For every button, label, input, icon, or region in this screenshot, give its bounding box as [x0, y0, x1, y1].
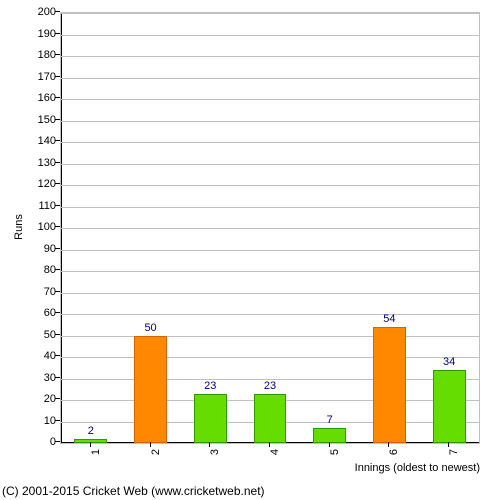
ytick-mark: [55, 205, 60, 206]
ytick-label: 60: [44, 307, 56, 319]
ytick-mark: [55, 183, 60, 184]
ytick-label: 10: [44, 415, 56, 427]
gridline: [61, 207, 479, 208]
bar: [194, 394, 227, 443]
ytick-mark: [55, 119, 60, 120]
bar-value-label: 7: [327, 414, 333, 426]
ytick-mark: [55, 420, 60, 421]
ytick-mark: [55, 248, 60, 249]
gridline: [61, 185, 479, 186]
bar-value-label: 23: [264, 380, 276, 392]
xtick-label: 2: [150, 449, 162, 455]
ytick-label: 70: [44, 286, 56, 298]
xtick-mark: [448, 442, 449, 447]
gridline: [61, 56, 479, 57]
ytick-label: 30: [44, 372, 56, 384]
ytick-label: 100: [38, 221, 56, 233]
gridline: [61, 357, 479, 358]
gridline: [61, 314, 479, 315]
y-axis-title: Runs: [13, 214, 25, 240]
xtick-label: 6: [388, 449, 400, 455]
chart-container: 250232375434 010203040506070809010011012…: [0, 0, 500, 500]
ytick-mark: [55, 97, 60, 98]
xtick-mark: [388, 442, 389, 447]
ytick-label: 80: [44, 264, 56, 276]
xtick-mark: [150, 442, 151, 447]
bar: [313, 428, 346, 443]
ytick-mark: [55, 11, 60, 12]
ytick-mark: [55, 33, 60, 34]
ytick-mark: [55, 76, 60, 77]
xtick-label: 1: [90, 449, 102, 455]
y-axis-labels: 0102030405060708090100110120130140150160…: [0, 12, 60, 442]
ytick-mark: [55, 269, 60, 270]
gridline: [61, 164, 479, 165]
ytick-label: 110: [38, 200, 56, 212]
gridline: [61, 99, 479, 100]
xtick-mark: [90, 442, 91, 447]
bar: [433, 370, 466, 443]
ytick-label: 90: [44, 243, 56, 255]
plot-area: 2 50 23 23 7 54 34: [60, 12, 480, 444]
xtick-mark: [209, 442, 210, 447]
ytick-label: 120: [38, 178, 56, 190]
xtick-mark: [329, 442, 330, 447]
bar-value-label: 34: [443, 356, 455, 368]
bar: [254, 394, 287, 443]
gridline: [61, 78, 479, 79]
ytick-mark: [55, 398, 60, 399]
gridline: [61, 293, 479, 294]
ytick-mark: [55, 162, 60, 163]
gridline: [61, 336, 479, 337]
gridline: [61, 250, 479, 251]
ytick-label: 180: [38, 49, 56, 61]
copyright: (C) 2001-2015 Cricket Web (www.cricketwe…: [2, 484, 265, 498]
xtick-label: 5: [329, 449, 341, 455]
gridline: [61, 35, 479, 36]
gridline: [61, 142, 479, 143]
xtick-label: 7: [448, 449, 460, 455]
ytick-label: 0: [50, 436, 56, 448]
ytick-label: 140: [38, 135, 56, 147]
ytick-label: 50: [44, 329, 56, 341]
ytick-mark: [55, 140, 60, 141]
ytick-mark: [55, 334, 60, 335]
ytick-label: 190: [38, 28, 56, 40]
ytick-label: 160: [38, 92, 56, 104]
ytick-mark: [55, 54, 60, 55]
bar-value-label: 50: [144, 322, 156, 334]
gridline: [61, 13, 479, 14]
ytick-mark: [55, 291, 60, 292]
bar-value-label: 54: [383, 313, 395, 325]
bar-value-label: 23: [204, 380, 216, 392]
ytick-label: 20: [44, 393, 56, 405]
gridline: [61, 228, 479, 229]
xtick-label: 3: [209, 449, 221, 455]
ytick-mark: [55, 377, 60, 378]
bar-value-label: 2: [88, 425, 94, 437]
gridline: [61, 271, 479, 272]
ytick-label: 150: [38, 114, 56, 126]
xtick-mark: [269, 442, 270, 447]
ytick-mark: [55, 312, 60, 313]
ytick-mark: [55, 226, 60, 227]
ytick-label: 200: [38, 6, 56, 18]
x-axis-title: Innings (oldest to newest): [355, 462, 480, 474]
ytick-label: 170: [38, 71, 56, 83]
xtick-label: 4: [269, 449, 281, 455]
bar: [134, 336, 167, 444]
gridline: [61, 121, 479, 122]
ytick-label: 130: [38, 157, 56, 169]
bar: [373, 327, 406, 443]
ytick-label: 40: [44, 350, 56, 362]
ytick-mark: [55, 355, 60, 356]
